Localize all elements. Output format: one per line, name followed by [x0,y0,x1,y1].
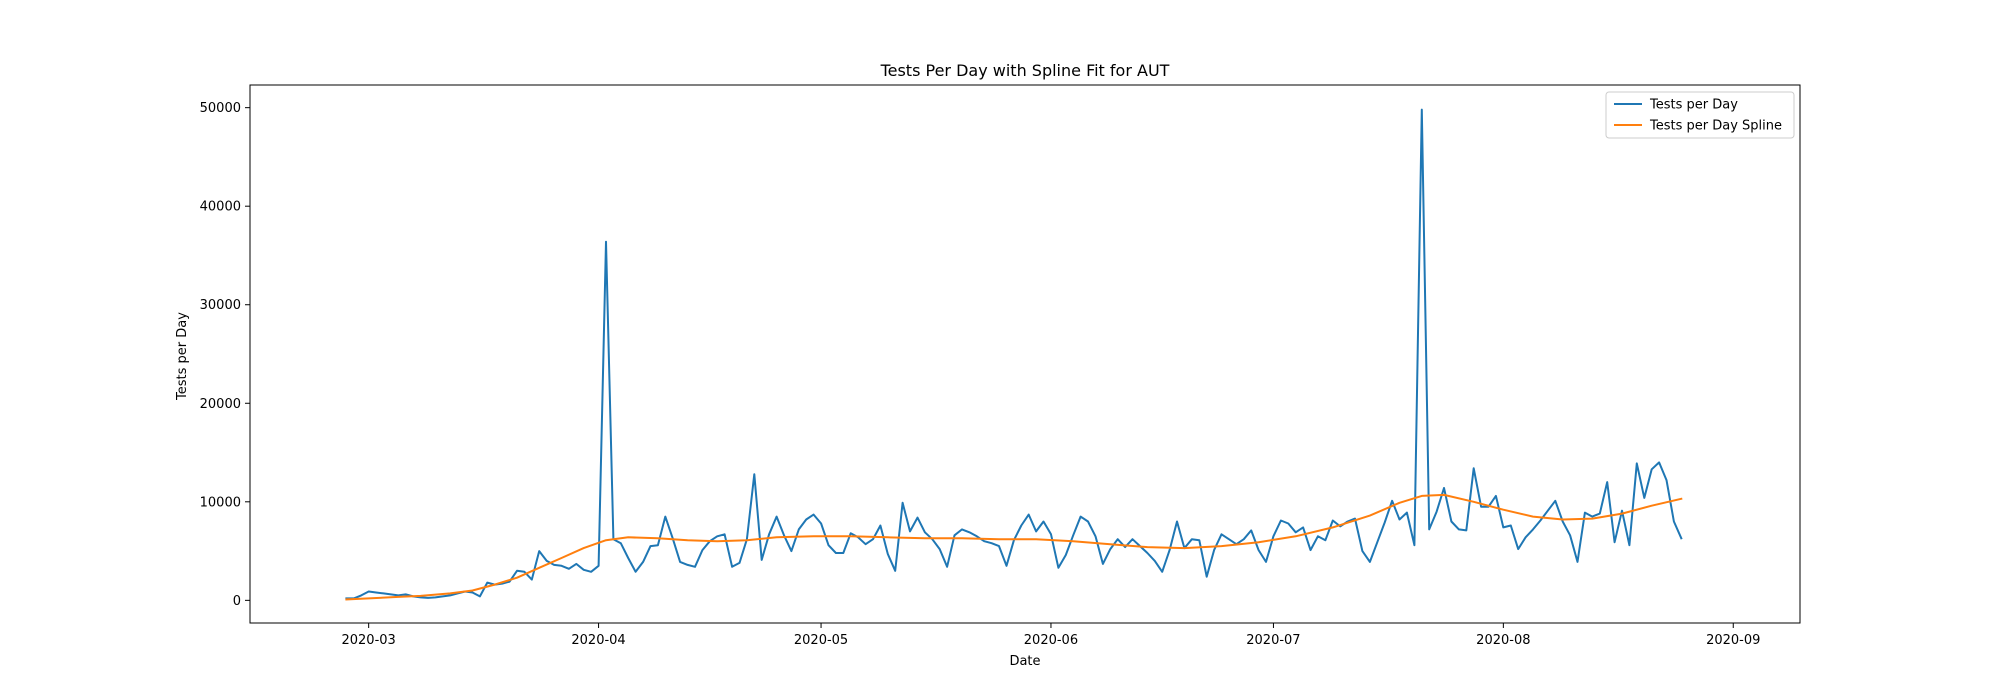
y-tick-label: 40000 [200,200,241,215]
y-tick-label: 0 [233,594,241,609]
legend-label: Tests per Day Spline [1649,119,1782,134]
y-tick-label: 10000 [200,495,241,510]
y-tick-label: 50000 [200,101,241,116]
series-line-1 [345,108,1683,600]
y-tick-label: 30000 [200,298,241,313]
x-tick-label: 2020-03 [341,633,395,648]
axis-ticks: 2020-03 2020-04 2020-05 2020-06 2020-07 2020-… [200,101,1761,648]
x-tick-label: 2020-07 [1246,633,1300,648]
y-tick-label: 20000 [200,397,241,412]
x-tick-label: 2020-09 [1706,633,1760,648]
x-tick-label: 2020-05 [794,633,848,648]
x-tick-label: 2020-06 [1024,633,1078,648]
plot-area [345,108,1683,601]
legend-box [1605,91,1795,139]
x-tick-label: 2020-04 [571,633,625,648]
plot-frame [249,84,1801,624]
legend-label: Tests per Day [1649,98,1738,113]
x-axis-label: Date [1009,654,1040,669]
chart-title: Tests Per Day with Spline Fit for AUT [880,61,1170,80]
x-tick-label: 2020-08 [1476,633,1530,648]
series-line-2 [345,493,1683,601]
legend: Tests per Day Tests per Day Spline [1605,91,1795,139]
y-axis-label: Tests per Day [175,312,190,401]
